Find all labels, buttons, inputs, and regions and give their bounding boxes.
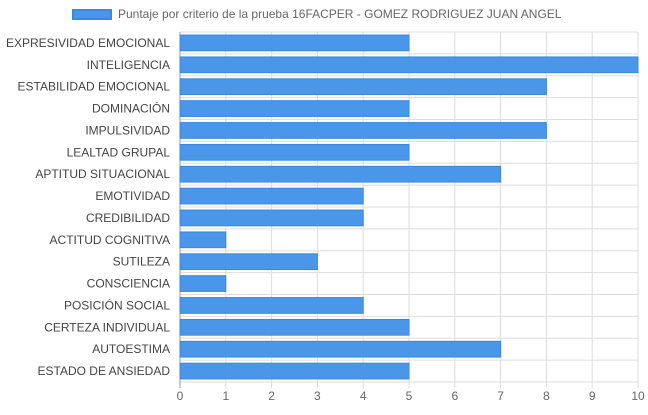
bar[interactable] — [179, 318, 410, 336]
bar[interactable] — [179, 34, 410, 52]
chart-legend[interactable]: Puntaje por criterio de la prueba 16FACP… — [72, 6, 561, 22]
x-tick-label: 3 — [314, 389, 321, 403]
bar[interactable] — [179, 340, 502, 358]
category-label: CREDIBILIDAD — [86, 211, 170, 225]
category-label: AUTOESTIMA — [92, 342, 170, 356]
bar[interactable] — [179, 187, 364, 205]
category-label: DOMINACIÓN — [92, 101, 170, 116]
legend-swatch — [72, 8, 112, 20]
bar[interactable] — [179, 209, 364, 227]
x-tick-label: 8 — [543, 389, 550, 403]
category-label: ESTADO DE ANSIEDAD — [38, 364, 171, 378]
category-label: IMPULSIVIDAD — [85, 123, 170, 137]
bar[interactable] — [179, 165, 502, 183]
bar[interactable] — [179, 56, 639, 74]
x-tick-label: 7 — [497, 389, 504, 403]
bar[interactable] — [179, 143, 410, 161]
x-tick-label: 9 — [589, 389, 596, 403]
category-label: EMOTIVIDAD — [95, 189, 170, 203]
category-label: CERTEZA INDIVIDUAL — [44, 320, 170, 334]
bar[interactable] — [179, 78, 547, 96]
category-label: CONSCIENCIA — [87, 277, 170, 291]
x-tick-label: 10 — [631, 389, 645, 403]
bar[interactable] — [179, 253, 318, 271]
bar[interactable] — [179, 362, 410, 380]
bar[interactable] — [179, 297, 364, 314]
x-tick-label: 6 — [451, 389, 458, 403]
x-tick-label: 4 — [360, 389, 367, 403]
category-label: INTELIGENCIA — [87, 58, 170, 72]
bar[interactable] — [179, 100, 410, 117]
category-label: ESTABILIDAD EMOCIONAL — [18, 80, 171, 94]
category-label: APTITUD SITUACIONAL — [35, 167, 170, 181]
x-tick-label: 5 — [406, 389, 413, 403]
category-label: POSICIÓN SOCIAL — [64, 297, 170, 312]
category-label: EXPRESIVIDAD EMOCIONAL — [6, 36, 170, 50]
x-tick-label: 1 — [222, 389, 229, 403]
bar[interactable] — [179, 122, 547, 139]
legend-label: Puntaje por criterio de la prueba 16FACP… — [118, 7, 562, 21]
bar[interactable] — [179, 231, 227, 249]
category-label: ACTITUD COGNITIVA — [50, 233, 170, 247]
x-tick-label: 0 — [177, 389, 184, 403]
bar[interactable] — [179, 275, 227, 292]
category-label: LEALTAD GRUPAL — [67, 145, 171, 159]
category-label: SUTILEZA — [113, 255, 170, 269]
x-tick-label: 2 — [268, 389, 275, 403]
